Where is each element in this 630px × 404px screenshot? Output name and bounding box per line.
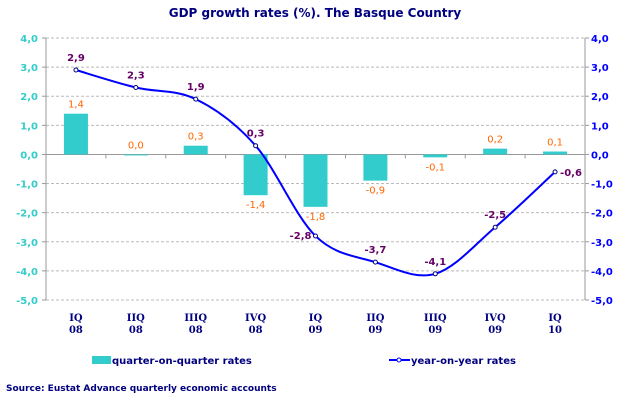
- line-point: [73, 67, 79, 73]
- line-value-label: 2,3: [127, 70, 145, 81]
- bar: [123, 154, 148, 156]
- category-label: IQ: [548, 313, 562, 324]
- legend: quarter-on-quarter rates year-on-year ra…: [92, 356, 516, 367]
- left-tick-label: -1,0: [16, 180, 38, 191]
- chart-title: GDP growth rates (%). The Basque Country: [169, 6, 462, 20]
- line-point: [552, 169, 558, 175]
- line-point: [313, 233, 318, 239]
- category-label: IVQ: [485, 313, 506, 324]
- bar-value-label: -1,8: [306, 212, 326, 223]
- bar: [363, 154, 388, 181]
- bar-value-label: 0,0: [128, 140, 144, 151]
- left-tick-label: -4,0: [16, 267, 38, 278]
- bar: [183, 145, 208, 155]
- line-value-label: 1,9: [187, 82, 205, 93]
- left-tick-label: 2,0: [20, 92, 38, 103]
- left-tick-label: -3,0: [16, 238, 38, 249]
- bar-value-label: 0,3: [188, 132, 204, 143]
- category-label-year: 08: [69, 325, 83, 336]
- line-value-label: -2,5: [484, 210, 506, 221]
- bar: [543, 151, 568, 155]
- category-label: IIQ: [127, 313, 145, 324]
- bar: [303, 154, 328, 207]
- line-point: [133, 84, 139, 90]
- legend-label-yoy: year-on-year rates: [411, 356, 516, 367]
- category-label-year: 08: [249, 325, 263, 336]
- right-tick-label: 4,0: [591, 34, 609, 45]
- bar: [483, 148, 508, 155]
- category-label-year: 10: [548, 325, 562, 336]
- right-tick-label: -4,0: [591, 267, 613, 278]
- right-tick-label: 0,0: [591, 150, 609, 161]
- category-label: IVQ: [245, 313, 266, 324]
- bar-value-label: 0,2: [487, 135, 503, 146]
- bar-value-label: -1,4: [246, 200, 266, 211]
- left-tick-label: 1,0: [20, 121, 38, 132]
- category-label: IQ: [309, 313, 323, 324]
- line-value-label: -0,6: [560, 168, 582, 179]
- line-point: [253, 143, 259, 149]
- category-label: IIIQ: [424, 313, 447, 324]
- line-value-label: -2,8: [290, 231, 312, 242]
- category-label: IIQ: [366, 313, 384, 324]
- line-point: [492, 224, 498, 230]
- legend-swatch-bar: [92, 356, 111, 364]
- legend-label-qoq: quarter-on-quarter rates: [112, 356, 252, 367]
- category-label: IQ: [69, 313, 83, 324]
- legend-marker: [396, 357, 402, 363]
- category-label-year: 09: [309, 325, 323, 336]
- left-tick-label: 4,0: [20, 34, 38, 45]
- right-tick-label: 3,0: [591, 63, 609, 74]
- bar: [63, 113, 88, 155]
- left-tick-label: 0,0: [20, 150, 38, 161]
- left-tick-label: 3,0: [20, 63, 38, 74]
- bar-value-label: -0,1: [426, 162, 446, 173]
- line-value-label: -4,1: [424, 257, 446, 268]
- line-point: [193, 96, 199, 102]
- category-label-year: 09: [368, 325, 382, 336]
- right-tick-label: 2,0: [591, 92, 609, 103]
- source-note: Source: Eustat Advance quarterly economi…: [6, 384, 277, 394]
- right-tick-label: -2,0: [591, 209, 613, 220]
- line-value-label: 0,3: [247, 129, 265, 140]
- bar-value-label: 0,1: [547, 138, 563, 149]
- category-label-year: 08: [129, 325, 143, 336]
- line-value-label: 2,9: [67, 53, 85, 64]
- right-tick-label: -1,0: [591, 180, 613, 191]
- category-label-year: 08: [189, 325, 203, 336]
- line-point: [372, 259, 378, 265]
- category-label: IIIQ: [184, 313, 207, 324]
- bar: [243, 154, 268, 196]
- bar-value-label: 1,4: [68, 100, 84, 111]
- bar-value-label: -0,9: [366, 186, 386, 197]
- left-tick-label: -5,0: [16, 296, 38, 307]
- bar: [423, 154, 448, 158]
- right-tick-label: -5,0: [591, 296, 613, 307]
- left-tick-label: -2,0: [16, 209, 38, 220]
- category-label-year: 09: [428, 325, 442, 336]
- line-point: [432, 271, 438, 277]
- category-label-year: 09: [488, 325, 502, 336]
- right-tick-label: 1,0: [591, 121, 609, 132]
- right-tick-label: -3,0: [591, 238, 613, 249]
- line-value-label: -3,7: [364, 245, 386, 256]
